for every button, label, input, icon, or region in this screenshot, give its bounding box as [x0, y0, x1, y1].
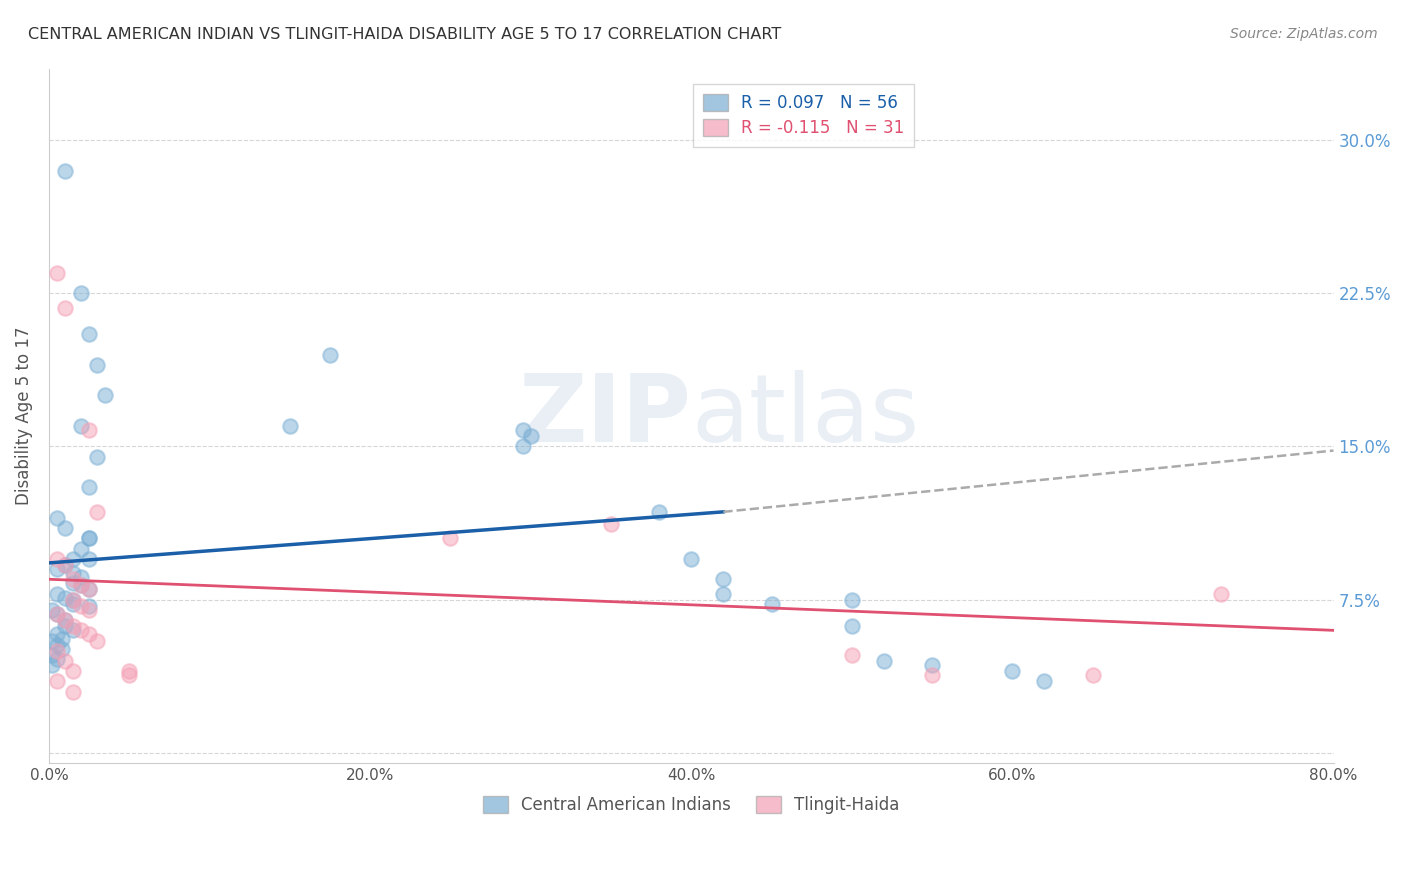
- Point: [1081, 668, 1104, 682]
- Point: [512, 440, 534, 454]
- Point: [70, 624, 93, 638]
- Point: [77, 423, 100, 437]
- Point: [70, 599, 93, 613]
- Point: [648, 505, 671, 519]
- Point: [62, 572, 84, 586]
- Point: [46, 266, 69, 280]
- Point: [761, 597, 783, 611]
- Point: [77, 599, 100, 613]
- Point: [921, 658, 943, 673]
- Text: atlas: atlas: [692, 370, 920, 462]
- Point: [1001, 664, 1024, 678]
- Point: [873, 654, 896, 668]
- Point: [46, 551, 69, 566]
- Point: [41, 603, 63, 617]
- Point: [711, 586, 734, 600]
- Point: [62, 624, 84, 638]
- Point: [62, 664, 84, 678]
- Point: [46, 674, 69, 689]
- Point: [53, 558, 76, 572]
- Point: [77, 480, 100, 494]
- Point: [77, 532, 100, 546]
- Point: [46, 586, 69, 600]
- Point: [86, 450, 108, 464]
- Point: [519, 429, 541, 443]
- Legend: Central American Indians, Tlingit-Haida: Central American Indians, Tlingit-Haida: [472, 786, 910, 824]
- Point: [41, 658, 63, 673]
- Point: [46, 652, 69, 666]
- Point: [46, 627, 69, 641]
- Point: [62, 592, 84, 607]
- Point: [841, 648, 863, 662]
- Point: [77, 551, 100, 566]
- Point: [439, 532, 461, 546]
- Text: CENTRAL AMERICAN INDIAN VS TLINGIT-HAIDA DISABILITY AGE 5 TO 17 CORRELATION CHAR: CENTRAL AMERICAN INDIAN VS TLINGIT-HAIDA…: [28, 27, 782, 42]
- Point: [62, 592, 84, 607]
- Point: [118, 668, 141, 682]
- Text: Source: ZipAtlas.com: Source: ZipAtlas.com: [1230, 27, 1378, 41]
- Point: [278, 419, 301, 434]
- Point: [46, 607, 69, 621]
- Point: [600, 517, 623, 532]
- Point: [94, 388, 117, 402]
- Point: [86, 505, 108, 519]
- Point: [1211, 586, 1233, 600]
- Point: [118, 664, 141, 678]
- Point: [53, 619, 76, 633]
- Point: [41, 633, 63, 648]
- Point: [62, 566, 84, 581]
- Point: [70, 578, 93, 592]
- Point: [70, 570, 93, 584]
- Point: [1033, 674, 1056, 689]
- Point: [77, 327, 100, 342]
- Point: [62, 597, 84, 611]
- Point: [86, 633, 108, 648]
- Point: [86, 358, 108, 372]
- Point: [62, 551, 84, 566]
- Point: [77, 582, 100, 597]
- Point: [711, 572, 734, 586]
- Point: [77, 582, 100, 597]
- Point: [921, 668, 943, 682]
- Point: [53, 654, 76, 668]
- Point: [46, 562, 69, 576]
- Point: [53, 613, 76, 627]
- Point: [681, 551, 703, 566]
- Point: [70, 578, 93, 592]
- Point: [77, 532, 100, 546]
- Point: [70, 419, 93, 434]
- Point: [70, 286, 93, 301]
- Point: [53, 301, 76, 315]
- Point: [77, 603, 100, 617]
- Point: [53, 591, 76, 605]
- Point: [512, 423, 534, 437]
- Point: [53, 613, 76, 627]
- Point: [51, 641, 73, 656]
- Point: [41, 648, 63, 662]
- Point: [77, 627, 100, 641]
- Point: [46, 644, 69, 658]
- Point: [841, 619, 863, 633]
- Point: [70, 541, 93, 556]
- Text: ZIP: ZIP: [519, 370, 692, 462]
- Point: [53, 521, 76, 535]
- Point: [62, 619, 84, 633]
- Y-axis label: Disability Age 5 to 17: Disability Age 5 to 17: [15, 326, 32, 505]
- Point: [62, 684, 84, 698]
- Point: [46, 511, 69, 525]
- Point: [46, 607, 69, 621]
- Point: [62, 576, 84, 591]
- Point: [53, 163, 76, 178]
- Point: [841, 592, 863, 607]
- Point: [46, 638, 69, 652]
- Point: [319, 347, 342, 361]
- Point: [51, 632, 73, 646]
- Point: [53, 558, 76, 572]
